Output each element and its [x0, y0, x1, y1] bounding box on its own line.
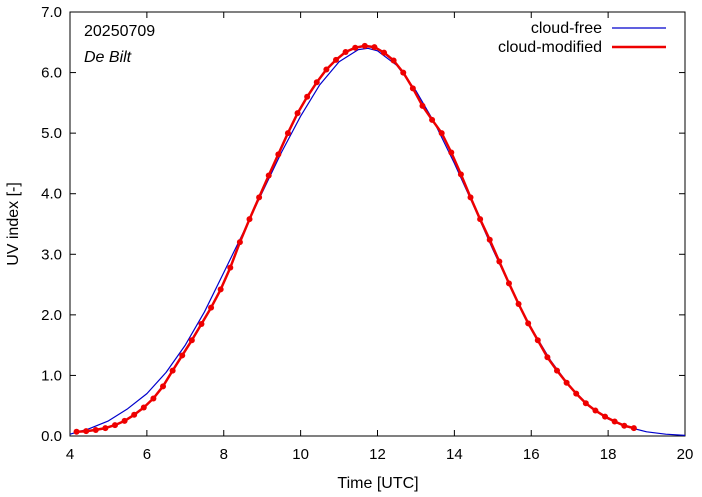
- data-point-cloud-modified: [332, 56, 339, 63]
- data-point-cloud-modified: [573, 390, 580, 397]
- y-tick-label: 1.0: [41, 367, 62, 384]
- data-point-cloud-modified: [611, 418, 618, 425]
- data-point-cloud-modified: [371, 44, 378, 51]
- data-point-cloud-modified: [294, 110, 301, 117]
- data-point-cloud-modified: [429, 116, 436, 123]
- data-point-cloud-modified: [131, 411, 138, 418]
- x-tick-label: 6: [143, 446, 151, 463]
- y-tick-label: 0.0: [41, 428, 62, 445]
- data-point-cloud-modified: [73, 428, 80, 435]
- data-point-cloud-modified: [419, 102, 426, 109]
- data-point-cloud-modified: [140, 404, 147, 411]
- data-point-cloud-modified: [582, 400, 589, 407]
- x-tick-label: 4: [66, 446, 74, 463]
- data-point-cloud-modified: [505, 280, 512, 287]
- data-point-cloud-modified: [486, 236, 493, 243]
- data-point-cloud-modified: [208, 304, 215, 311]
- data-point-cloud-modified: [544, 354, 551, 361]
- data-point-cloud-modified: [515, 300, 522, 307]
- date-annotation: 20250709: [84, 23, 155, 40]
- y-tick-label: 6.0: [41, 65, 62, 82]
- data-point-cloud-modified: [275, 151, 282, 158]
- data-point-cloud-modified: [602, 413, 609, 420]
- data-point-cloud-modified: [496, 258, 503, 265]
- legend-label-cloud-free: cloud-free: [531, 20, 602, 37]
- data-point-cloud-modified: [477, 216, 484, 223]
- data-point-cloud-modified: [246, 216, 253, 223]
- data-point-cloud-modified: [563, 379, 570, 386]
- data-point-cloud-modified: [467, 194, 474, 201]
- legend-label-cloud-modified: cloud-modified: [498, 39, 602, 56]
- data-point-cloud-modified: [150, 395, 157, 402]
- data-point-cloud-modified: [304, 93, 311, 100]
- data-point-cloud-modified: [227, 264, 234, 271]
- data-point-cloud-modified: [352, 44, 359, 51]
- data-point-cloud-modified: [83, 428, 90, 435]
- x-axis-title: Time [UTC]: [337, 475, 418, 492]
- data-point-cloud-modified: [525, 320, 532, 327]
- data-point-cloud-modified: [361, 42, 368, 49]
- x-tick-label: 20: [677, 446, 694, 463]
- data-point-cloud-modified: [313, 79, 320, 86]
- data-point-cloud-modified: [236, 239, 243, 246]
- data-point-cloud-modified: [342, 48, 349, 55]
- data-point-cloud-modified: [457, 171, 464, 178]
- data-point-cloud-modified: [554, 367, 561, 374]
- data-point-cloud-modified: [102, 425, 109, 432]
- y-axis-title: UV index [-]: [5, 182, 22, 266]
- data-point-cloud-modified: [217, 286, 224, 293]
- x-tick-label: 18: [600, 446, 617, 463]
- data-point-cloud-modified: [534, 337, 541, 344]
- data-point-cloud-modified: [92, 426, 99, 433]
- x-tick-label: 8: [220, 446, 228, 463]
- x-tick-label: 16: [523, 446, 540, 463]
- data-point-cloud-modified: [284, 130, 291, 137]
- y-tick-label: 5.0: [41, 125, 62, 142]
- y-tick-label: 4.0: [41, 186, 62, 203]
- data-point-cloud-modified: [592, 407, 599, 414]
- data-point-cloud-modified: [400, 69, 407, 76]
- data-point-cloud-modified: [381, 49, 388, 56]
- x-tick-label: 12: [369, 446, 386, 463]
- series-layer: [69, 42, 686, 436]
- data-point-cloud-modified: [265, 172, 272, 179]
- data-point-cloud-modified: [448, 149, 455, 156]
- series-line-cloud-modified: [76, 44, 635, 434]
- series-line-cloud-free: [69, 47, 686, 436]
- data-point-cloud-modified: [409, 85, 416, 92]
- data-point-cloud-modified: [438, 130, 445, 137]
- data-point-cloud-modified: [160, 383, 167, 390]
- location-annotation: De Bilt: [84, 49, 132, 66]
- data-point-cloud-modified: [121, 417, 128, 424]
- data-point-cloud-modified: [111, 422, 118, 429]
- y-tick-label: 3.0: [41, 246, 62, 263]
- x-tick-label: 14: [446, 446, 463, 463]
- y-tick-label: 7.0: [41, 4, 62, 21]
- data-point-cloud-modified: [323, 66, 330, 73]
- data-point-cloud-modified: [169, 367, 176, 374]
- plot-frame: [69, 11, 686, 437]
- data-point-cloud-modified: [179, 352, 186, 359]
- y-tick-label: 2.0: [41, 307, 62, 324]
- data-point-cloud-modified: [630, 425, 637, 432]
- data-point-cloud-modified: [198, 320, 205, 327]
- axis-ticks: 4 6 8 10 12 14 16 18 20 0.0 1.0 2.0 3.0 4.0 5.0 6.0 7.0: [41, 4, 693, 463]
- data-point-cloud-modified: [621, 422, 628, 429]
- data-point-cloud-modified: [256, 194, 263, 201]
- data-point-cloud-modified: [390, 57, 397, 64]
- data-point-cloud-modified: [188, 337, 195, 344]
- x-tick-label: 10: [292, 446, 309, 463]
